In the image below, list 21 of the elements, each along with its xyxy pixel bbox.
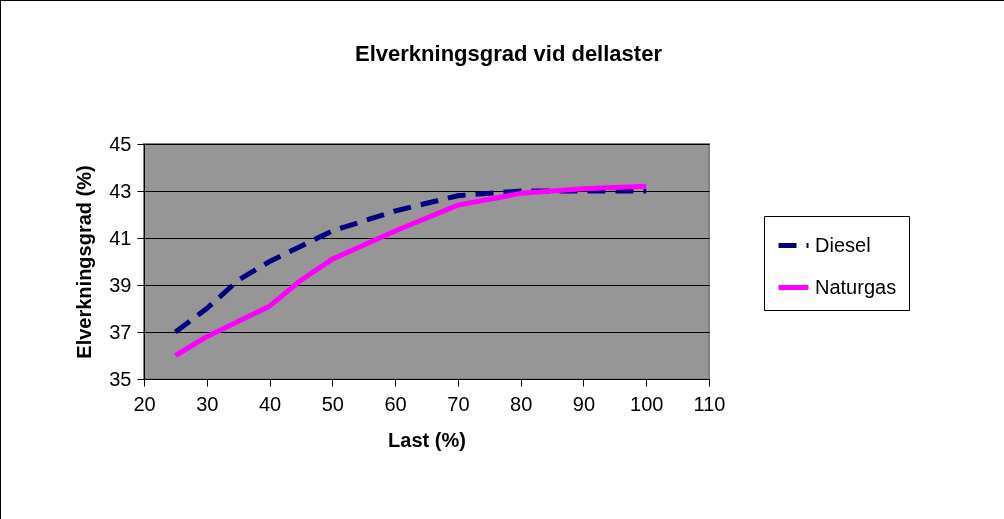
chart-title: Elverkningsgrad vid dellaster	[355, 41, 663, 66]
legend-label: Naturgas	[815, 275, 897, 298]
x-tick-label: 50	[321, 392, 344, 415]
x-tick-label: 110	[693, 392, 726, 415]
y-tick-label: 41	[109, 226, 132, 249]
x-tick-label: 80	[510, 392, 533, 415]
y-tick-label: 37	[109, 320, 132, 343]
x-tick-label: 40	[258, 392, 282, 415]
y-axis-title: Elverkningsgrad (%)	[73, 165, 96, 359]
x-tick-label: 90	[572, 392, 596, 415]
y-tick-label: 35	[109, 367, 132, 390]
y-tick-label: 45	[109, 132, 132, 155]
x-tick-label: 60	[384, 392, 407, 415]
x-tick-label: 100	[630, 392, 664, 415]
y-tick-label: 43	[109, 179, 132, 202]
x-tick-label: 70	[447, 392, 470, 415]
x-tick-label: 20	[133, 392, 156, 415]
x-tick-label: 30	[196, 392, 219, 415]
x-axis-title: Last (%)	[388, 428, 466, 451]
y-tick-label: 39	[109, 273, 132, 296]
legend-label: Diesel	[815, 233, 871, 256]
